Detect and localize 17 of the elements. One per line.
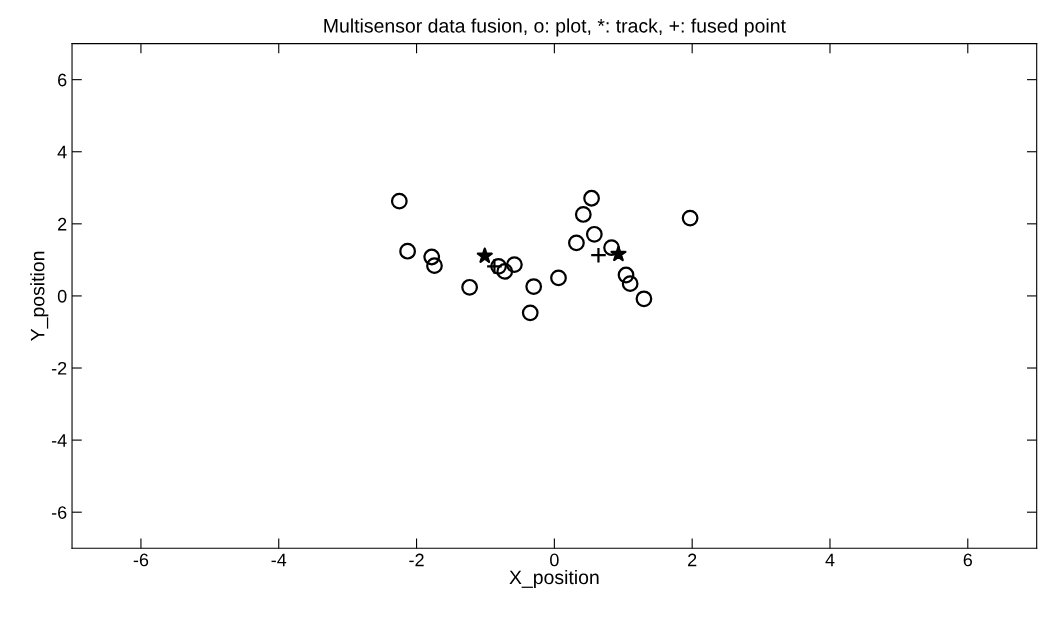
x-tick-label: 6 bbox=[963, 553, 973, 567]
y-tick-label: 2 bbox=[58, 217, 67, 231]
y-tick-label: 0 bbox=[57, 289, 67, 303]
y-tick-label: -2 bbox=[51, 361, 67, 375]
x-tick-label: 4 bbox=[825, 553, 835, 567]
x-tick-label: 0 bbox=[550, 553, 559, 567]
x-tick-label: -2 bbox=[409, 553, 424, 567]
chart-title: Multisensor data fusion, o: plot, *: track, +: fused point bbox=[324, 18, 786, 37]
y-tick-label: -6 bbox=[51, 506, 67, 519]
x-tick-label: -4 bbox=[271, 553, 287, 567]
y-axis-title: Y_position bbox=[30, 251, 49, 341]
x-axis-title: X_position bbox=[509, 569, 599, 589]
x-tick-label: -6 bbox=[133, 553, 149, 567]
y-tick-label: 6 bbox=[58, 73, 67, 87]
y-tick-label: 4 bbox=[57, 145, 67, 159]
x-tick-label: 2 bbox=[688, 553, 697, 567]
y-tick-label: -4 bbox=[51, 434, 67, 447]
